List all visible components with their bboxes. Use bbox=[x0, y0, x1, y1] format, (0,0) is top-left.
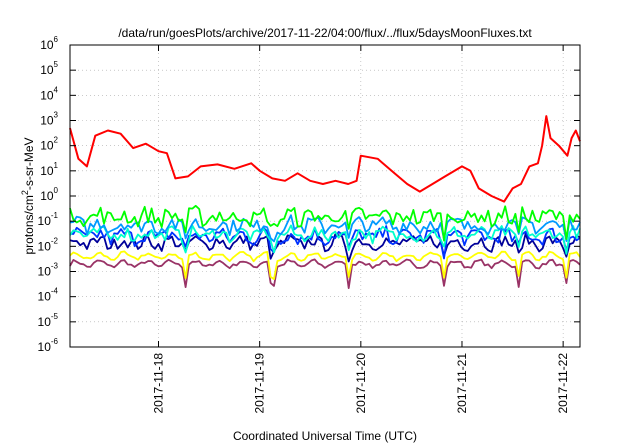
series-layer bbox=[69, 115, 581, 289]
y-tick-label: 10-6 bbox=[38, 337, 59, 354]
x-tick-label: 2017-11-21 bbox=[455, 353, 469, 414]
y-tick-label: 104 bbox=[40, 85, 58, 102]
x-axis: 2017-11-18 2017-11-19 2017-11-20 2017-11-21… bbox=[152, 45, 570, 414]
y-tick-label: 106 bbox=[40, 35, 58, 52]
x-tick-label: 2017-11-19 bbox=[253, 353, 267, 414]
grid bbox=[70, 45, 580, 347]
y-tick-label: 105 bbox=[40, 60, 58, 77]
series-line bbox=[69, 204, 581, 242]
y-tick-label: 100 bbox=[40, 186, 58, 203]
x-axis-label: Coordinated Universal Time (UTC) bbox=[233, 429, 417, 443]
y-tick-label: 103 bbox=[40, 111, 58, 128]
x-tick-label: 2017-11-22 bbox=[556, 353, 570, 414]
series-line bbox=[69, 115, 581, 203]
y-tick-label: 10-1 bbox=[38, 211, 59, 228]
y-tick-label: 10-4 bbox=[38, 287, 59, 304]
y-tick-label: 10-5 bbox=[38, 312, 59, 329]
y-tick-label: 102 bbox=[40, 136, 58, 153]
series-line bbox=[69, 250, 581, 280]
chart-title: /data/run/goesPlots/archive/2017-11-22/0… bbox=[118, 26, 532, 40]
series-line bbox=[69, 224, 581, 255]
y-tick-label: 10-2 bbox=[38, 236, 59, 253]
y-axis: 10-6 10-5 10-4 10-3 10-2 10-1 100 101 102 103 104 1… bbox=[38, 35, 580, 354]
x-tick-label: 2017-11-18 bbox=[152, 353, 166, 414]
y-tick-label: 101 bbox=[40, 161, 58, 178]
x-tick-label: 2017-11-20 bbox=[354, 353, 368, 414]
y-axis-label: protons/cm2-s-sr-MeV bbox=[20, 137, 36, 254]
series-line bbox=[69, 258, 581, 289]
y-tick-label: 10-3 bbox=[38, 262, 59, 279]
